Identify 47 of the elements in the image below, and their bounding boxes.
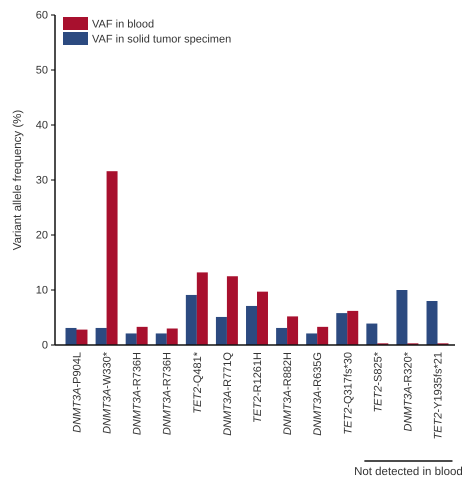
y-tick-label: 30 <box>36 174 48 187</box>
y-tick-label: 20 <box>36 230 48 242</box>
bar <box>226 276 238 345</box>
bar <box>216 316 227 345</box>
y-tick-label: 50 <box>36 64 48 77</box>
bar <box>76 330 88 345</box>
bar <box>246 306 257 345</box>
bar <box>396 290 408 345</box>
bar <box>96 328 107 345</box>
bar <box>166 328 178 345</box>
x-tick-label: DNMT3A-R736H <box>132 352 144 436</box>
x-tick-label: TET2-Q481* <box>192 351 204 414</box>
bar <box>287 316 298 345</box>
y-tick-label: 0 <box>42 340 48 352</box>
bar <box>136 326 148 345</box>
bar <box>257 292 268 345</box>
bar <box>66 328 76 345</box>
x-tick-label: DNMT3A-R771Q <box>222 352 234 436</box>
bar <box>347 310 358 345</box>
bar <box>306 333 318 345</box>
bar <box>126 333 137 345</box>
x-tick-label: TET2-S825* <box>372 351 384 413</box>
x-tick-label: DNMT3A-P904L <box>71 352 84 433</box>
bar <box>106 171 118 345</box>
x-tick-label: DNMT3A-R736H <box>162 352 174 436</box>
bar <box>156 333 167 345</box>
bar <box>317 326 328 345</box>
x-tick-label: DNMT3A-R320* <box>402 351 414 432</box>
legend-label: VAF in solid tumor specimen <box>92 34 232 46</box>
y-tick-label: 10 <box>36 284 48 297</box>
x-tick-label: DNMT3A-R882H <box>282 352 294 436</box>
bar <box>426 301 438 345</box>
x-tick-label: TET2-Y1935fs*21 <box>432 352 445 440</box>
bar <box>336 313 348 345</box>
y-tick-label: 40 <box>36 120 48 132</box>
legend-label: VAF in blood <box>92 18 154 30</box>
bar <box>366 324 378 345</box>
x-tick-label: DNMT3A-R635G <box>312 352 324 436</box>
bar <box>196 272 208 345</box>
y-tick-label: 60 <box>36 10 48 22</box>
bar <box>276 328 288 345</box>
text: Not detected in blood <box>354 466 463 478</box>
x-tick-label: TET2-R1261H <box>252 352 264 423</box>
bar <box>186 294 197 345</box>
y-axis-title: Variant allele frequency (%) <box>12 110 24 250</box>
x-tick-label: TET2-Q317fs*30 <box>342 352 354 435</box>
x-tick-label: DNMT3A-W330* <box>102 351 114 434</box>
